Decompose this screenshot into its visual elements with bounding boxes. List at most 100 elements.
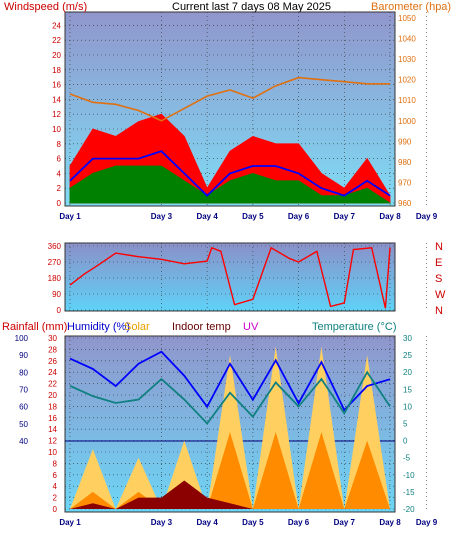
temp-tick-label: 15	[403, 385, 412, 394]
temp-tick-label: 0	[403, 437, 408, 446]
wind-average-line	[69, 150, 391, 197]
wind-tick-label: 12	[52, 110, 61, 119]
wind-day-label: Day 4	[196, 212, 218, 221]
legend-uv: UV	[243, 321, 259, 333]
baro-tick-label: 980	[398, 158, 412, 167]
wind-tick-label: 20	[52, 51, 61, 60]
rain-day-label: Day 1	[59, 518, 81, 527]
baro-tick-label: 1050	[398, 14, 416, 23]
uv-area	[70, 432, 390, 509]
temperature-line	[69, 370, 391, 425]
dir-compass-label: W	[435, 289, 446, 301]
wind-tick-label: 6	[57, 155, 62, 164]
dir-compass-label: E	[435, 257, 442, 269]
humidity-tick-label: 80	[19, 368, 28, 377]
wind-tick-label: 8	[57, 140, 62, 149]
humidity-tick-label: 50	[19, 420, 28, 429]
wind-day-label: Day 8	[379, 212, 401, 221]
humidity-tick-label: 60	[19, 403, 28, 412]
legend-rainfall: Rainfall (mm)	[2, 321, 67, 333]
baro-tick-label: 970	[398, 178, 412, 187]
rain-tick-label: 28	[48, 345, 57, 354]
dir-tick-label: 360	[48, 242, 62, 251]
dir-compass-label: N	[435, 241, 443, 253]
baro-series-line	[69, 76, 390, 122]
baro-tick-label: 960	[398, 199, 412, 208]
rain-tick-label: 26	[48, 357, 57, 366]
rain-tick-label: 22	[48, 380, 57, 389]
rain-tick-label: 4	[53, 482, 58, 491]
rain-tick-label: 24	[48, 368, 57, 377]
dir-compass-label: N	[435, 305, 443, 317]
temp-tick-label: 25	[403, 351, 412, 360]
temp-tick-label: -5	[403, 454, 411, 463]
legend-indoor-temp: Indoor temp	[172, 321, 231, 333]
temp-tick-label: 30	[403, 334, 412, 343]
rain-tick-label: 10	[48, 448, 57, 457]
rain-day-label: Day 9	[416, 518, 438, 527]
humidity-line	[69, 350, 391, 412]
wind-tick-label: 16	[52, 81, 61, 90]
rain-day-label: Day 7	[334, 518, 356, 527]
rain-tick-label: 14	[48, 425, 57, 434]
rain-tick-label: 6	[53, 471, 58, 480]
wind-tick-label: 14	[52, 95, 61, 104]
rain-tick-label: 30	[48, 334, 57, 343]
wind-day-label: Day 7	[334, 212, 356, 221]
wind-day-label: Day 5	[242, 212, 264, 221]
baro-tick-label: 990	[398, 137, 412, 146]
tick-layer: 0246810121416182022249609709809901000101…	[15, 14, 446, 527]
wind-tick-label: 0	[57, 199, 62, 208]
wind-tick-label: 4	[57, 169, 62, 178]
rain-day-label: Day 8	[379, 518, 401, 527]
rain-tick-label: 12	[48, 437, 57, 446]
baro-tick-label: 1020	[398, 76, 416, 85]
temp-tick-label: 20	[403, 368, 412, 377]
dir-tick-label: 90	[52, 290, 61, 299]
legend-temperature: Temperature (°C)	[312, 321, 396, 333]
baro-tick-label: 1000	[398, 117, 416, 126]
humidity-tick-label: 90	[19, 351, 28, 360]
wind-day-label: Day 1	[59, 212, 81, 221]
rain-day-label: Day 6	[288, 518, 310, 527]
humidity-tick-label: 70	[19, 386, 28, 395]
humidity-tick-label: 40	[19, 437, 28, 446]
rain-tick-label: 0	[53, 505, 58, 514]
baro-tick-label: 1010	[398, 96, 416, 105]
humidity-tick-label: 100	[15, 334, 29, 343]
wind-direction-line	[69, 246, 391, 309]
rain-tick-label: 18	[48, 402, 57, 411]
temp-tick-label: 5	[403, 420, 408, 429]
wind-day-label: Day 6	[288, 212, 310, 221]
series-layer	[69, 76, 391, 425]
temp-tick-label: -15	[403, 488, 415, 497]
solar-area	[70, 346, 390, 509]
temp-tick-label: 10	[403, 402, 412, 411]
chart-title: Current last 7 days 08 May 2025	[172, 1, 331, 13]
rain-tick-label: 16	[48, 414, 57, 423]
wind-tick-label: 24	[52, 21, 61, 30]
legend-solar: Solar	[124, 321, 150, 333]
wind-minimum-area	[69, 165, 392, 204]
baro-tick-label: 1030	[398, 55, 416, 64]
dir-tick-label: 0	[57, 306, 62, 315]
rain-tick-label: 2	[53, 494, 58, 503]
dir-tick-label: 180	[48, 274, 62, 283]
wind-tick-label: 18	[52, 66, 61, 75]
wind-tick-label: 22	[52, 36, 61, 45]
temp-tick-label: -20	[403, 505, 415, 514]
wind-tick-label: 2	[57, 184, 62, 193]
rain-tick-label: 20	[48, 391, 57, 400]
baro-axis-title: Barometer (hpa)	[371, 1, 451, 13]
baro-tick-label: 1040	[398, 35, 416, 44]
wind-tick-label: 10	[52, 125, 61, 134]
wind-axis-title: Windspeed (m/s)	[4, 1, 87, 13]
legend-humidity: Humidity (%)	[67, 321, 130, 333]
rain-day-label: Day 4	[196, 518, 218, 527]
dir-compass-label: S	[435, 273, 442, 285]
rain-tick-label: 8	[53, 459, 58, 468]
wind-day-label: Day 3	[151, 212, 173, 221]
rain-area	[70, 480, 390, 509]
